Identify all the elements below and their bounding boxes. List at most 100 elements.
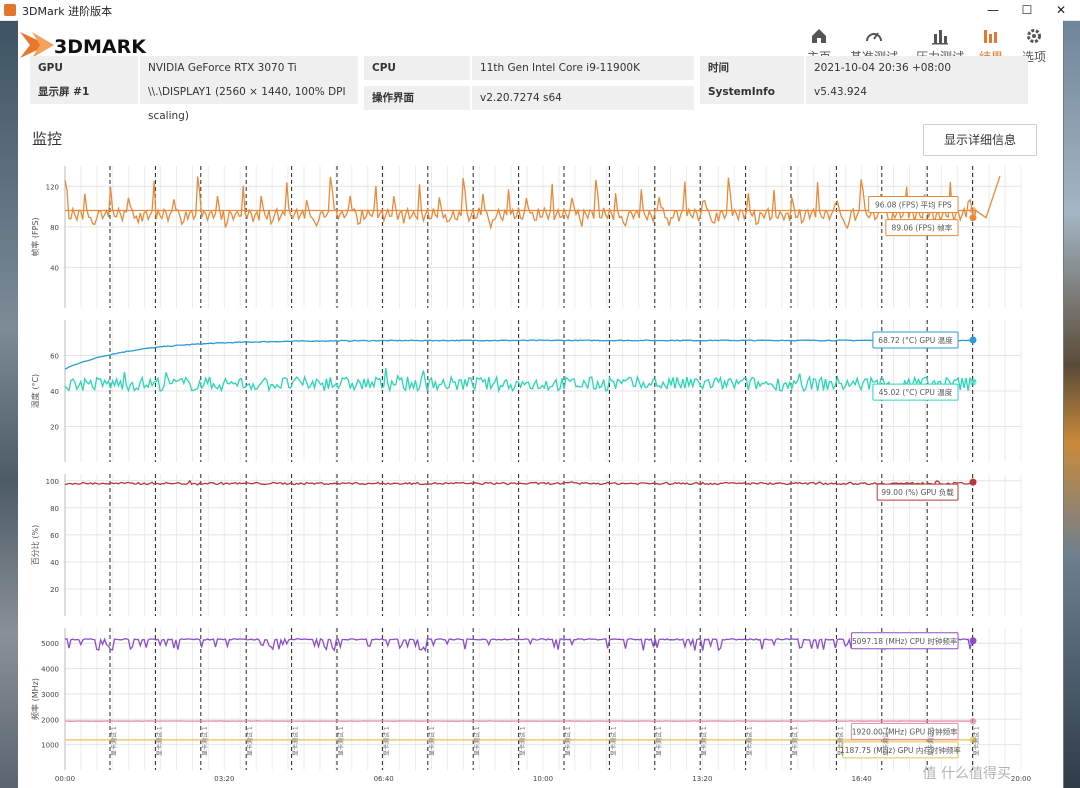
logo-mark-icon xyxy=(20,32,54,58)
x-tick-label: 20:00 xyxy=(1011,775,1031,783)
series-line xyxy=(64,636,977,653)
test-marker-label: 显卡测试 1 xyxy=(882,726,890,756)
3dmark-logo[interactable]: 3DMARK xyxy=(18,28,178,62)
monitoring-chart: 40 80 120 帧率 (FPS) 89.06 (FPS) 帧率 96.08 (FPS)… xyxy=(30,166,1031,783)
info-label-cpu: CPU xyxy=(364,56,470,80)
test-marker-label: 显卡测试 1 xyxy=(473,726,481,756)
site-watermark: 值 什么值得买 xyxy=(923,765,1011,782)
series-endpoint xyxy=(969,717,977,725)
info-label-interface: 操作界面 xyxy=(364,86,470,110)
y-tick-label: 40 xyxy=(50,264,59,272)
test-marker-label: 显卡测试 1 xyxy=(110,726,118,756)
y-tick-label: 80 xyxy=(50,505,59,513)
test-marker-label: 显卡测试 1 xyxy=(655,726,663,756)
window-title: 3DMark 进阶版本 xyxy=(22,5,113,18)
series-line xyxy=(64,339,977,370)
series-value-tag-text: 99.00 (%) GPU 负载 xyxy=(881,487,954,497)
show-details-button[interactable]: 显示详细信息 xyxy=(923,124,1037,156)
series-value-tag xyxy=(872,383,959,401)
y-tick-label: 40 xyxy=(50,388,59,396)
gear-icon xyxy=(1027,29,1041,43)
y-tick-label: 20 xyxy=(50,586,59,594)
series-value-tag-text: 45.02 (°C) CPU 温度 xyxy=(879,387,953,397)
close-button[interactable]: ✕ xyxy=(1055,3,1067,17)
y-tick-label: 4000 xyxy=(41,666,59,674)
gauge-icon xyxy=(866,32,882,42)
series-line xyxy=(64,720,977,722)
series-value-tag xyxy=(850,722,959,740)
y-tick-label: 1000 xyxy=(41,742,59,750)
test-marker-label: 显卡测试 1 xyxy=(337,726,345,756)
y-tick-label: 60 xyxy=(50,532,59,540)
info-value-gpu: NVIDIA GeForce RTX 3070 Ti xyxy=(140,56,358,80)
y-tick-label: 40 xyxy=(50,559,59,567)
info-label-display: 显示屏 #1 xyxy=(30,80,138,104)
test-marker-label: 显卡测试 1 xyxy=(292,726,300,756)
series-value-tag xyxy=(885,219,959,237)
test-marker-label: 显卡测试 1 xyxy=(201,726,209,756)
test-marker-label: 显卡测试 1 xyxy=(927,726,935,756)
series-line xyxy=(64,175,1001,231)
app-icon xyxy=(4,4,16,16)
app-window: 3DMARK 主页 基准测试 压力测试 结果 选项 GPU NVIDIA GeF… xyxy=(18,20,1063,788)
x-tick-label: 16:40 xyxy=(852,775,872,783)
y-axis-label: 温度 (°C) xyxy=(30,374,40,408)
results-content: GPU NVIDIA GeForce RTX 3070 Ti CPU 11th … xyxy=(18,56,1063,788)
series-value-tag xyxy=(842,741,959,759)
monitoring-section-title: 监控 xyxy=(32,130,63,148)
y-axis-label: 频率 (MHz) xyxy=(30,678,40,720)
x-tick-label: 13:20 xyxy=(692,775,712,783)
x-tick-label: 03:20 xyxy=(214,775,234,783)
series-value-tag xyxy=(850,632,959,650)
info-label-systeminfo: SystemInfo xyxy=(700,80,804,104)
test-marker-label: 显卡测试 1 xyxy=(155,726,163,756)
info-value-cpu: 11th Gen Intel Core i9-11900K xyxy=(472,56,694,80)
logo-text: 3DMARK xyxy=(54,36,147,58)
test-marker-label: 显卡测试 1 xyxy=(382,726,390,756)
test-marker-label: 显卡测试 1 xyxy=(700,726,708,756)
window-titlebar: 3DMark 进阶版本 — ☐ ✕ xyxy=(0,0,1080,21)
test-marker-label: 显卡测试 1 xyxy=(519,726,527,756)
info-label-gpu: GPU xyxy=(30,56,138,80)
series-endpoint xyxy=(969,336,977,344)
y-axis-label: 帧率 (FPS) xyxy=(30,217,40,256)
series-value-tag xyxy=(876,483,959,501)
desktop-wallpaper-left xyxy=(0,20,20,788)
info-value-interface: v2.20.7274 s64 xyxy=(472,86,694,110)
y-tick-label: 2000 xyxy=(41,716,59,724)
series-value-tag-text: 68.72 (°C) GPU 温度 xyxy=(878,335,953,345)
series-endpoint xyxy=(969,478,977,486)
maximize-button[interactable]: ☐ xyxy=(1021,3,1033,17)
series-line xyxy=(64,479,977,486)
test-marker-label: 显卡测试 1 xyxy=(564,726,572,756)
series-value-tag-text: 89.06 (FPS) 帧率 xyxy=(892,223,953,233)
series-endpoint xyxy=(969,637,977,645)
series-value-tag-text: 96.08 (FPS) 平均 FPS xyxy=(875,200,952,210)
info-label-time: 时间 xyxy=(700,56,804,80)
test-marker-label: 显卡测试 1 xyxy=(791,726,799,756)
x-tick-label: 00:00 xyxy=(55,775,75,783)
test-marker-label: 显卡测试 1 xyxy=(746,726,754,756)
series-line xyxy=(64,367,977,394)
series-value-tag-text: 5097.18 (MHz) CPU 时钟频率 xyxy=(852,636,958,646)
minimize-button[interactable]: — xyxy=(987,3,999,17)
y-axis-label: 百分比 (%) xyxy=(30,525,40,565)
results-bars-icon xyxy=(984,30,997,43)
y-tick-label: 20 xyxy=(50,424,59,432)
info-value-systeminfo: v5.43.924 xyxy=(806,80,1028,104)
y-tick-label: 5000 xyxy=(41,640,59,648)
stress-bars-icon xyxy=(932,30,948,45)
test-marker-label: 显卡测试 1 xyxy=(609,726,617,756)
test-marker-label: 显卡测试 1 xyxy=(428,726,436,756)
info-value-time: 2021-10-04 20:36 +08:00 xyxy=(806,56,1028,80)
series-value-tag-text: 1187.75 (MHz) GPU 内存时钟频率 xyxy=(840,745,961,755)
y-tick-label: 3000 xyxy=(41,691,59,699)
y-tick-label: 60 xyxy=(50,353,59,361)
series-endpoint xyxy=(969,207,977,215)
desktop-wallpaper-right xyxy=(1064,20,1080,788)
y-tick-label: 100 xyxy=(46,478,59,486)
test-marker-label: 显卡测试 1 xyxy=(973,726,981,756)
series-endpoint xyxy=(969,214,977,222)
y-tick-label: 120 xyxy=(46,183,59,191)
series-value-tag xyxy=(872,331,959,349)
